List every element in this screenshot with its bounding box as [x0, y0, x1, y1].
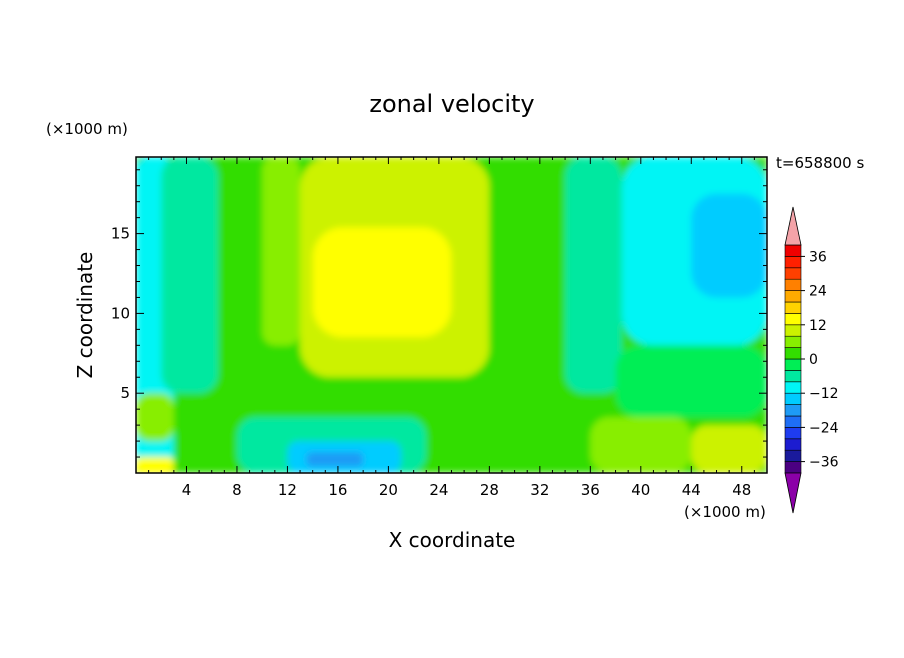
x-tick-label: 32 [530, 481, 549, 499]
colorbar-swatch [784, 267, 802, 280]
field-region [565, 157, 622, 394]
contour-field [136, 157, 767, 473]
x-axis-label: X coordinate [389, 528, 516, 552]
colorbar-swatch [784, 381, 802, 394]
y-axis: 5 10 15 [111, 169, 767, 458]
x-tick-label: 16 [328, 481, 347, 499]
field-region [161, 157, 219, 394]
y-tick-label: 10 [111, 304, 130, 322]
colorbar-swatch [784, 278, 802, 291]
x-tick-label: 48 [732, 481, 751, 499]
colorbar-swatch [784, 347, 802, 360]
field-region [136, 457, 174, 473]
colorbar-tick-label: 36 [809, 249, 827, 265]
field-region [136, 393, 174, 442]
colorbar-swatch [784, 335, 802, 348]
x-tick-label: 8 [232, 481, 242, 499]
colorbar-swatch [784, 461, 802, 474]
colorbar-swatch [784, 392, 802, 405]
colorbar-swatch [784, 256, 802, 269]
x-tick-label: 36 [581, 481, 600, 499]
colorbar-swatch [784, 313, 802, 326]
time-label: t=658800 s [776, 154, 864, 172]
y-unit-label: (×1000 m) [46, 120, 128, 138]
x-tick-label: 44 [682, 481, 701, 499]
colorbar-swatch [784, 290, 802, 303]
x-tick-label: 40 [631, 481, 650, 499]
colorbar-swatch [784, 449, 802, 462]
x-tick-label: 20 [379, 481, 398, 499]
x-axis: 4 8 12 16 20 24 28 32 36 40 44 48 [148, 157, 755, 499]
colorbar-swatch [784, 301, 802, 314]
colorbar-tick-label: −24 [809, 420, 839, 436]
field-region [615, 345, 767, 418]
field-region [306, 452, 364, 467]
colorbar-tick-label: −12 [809, 386, 839, 402]
field-region [489, 157, 566, 394]
y-tick-label: 15 [111, 225, 130, 243]
field-region [312, 227, 452, 338]
x-tick-label: 24 [429, 481, 448, 499]
chart-title: zonal velocity [369, 90, 534, 118]
colorbar-swatch [784, 244, 802, 257]
x-tick-label: 4 [182, 481, 192, 499]
colorbar-swatch [784, 324, 802, 337]
y-tick-label: 5 [120, 384, 130, 402]
colorbar-under-arrow [784, 472, 802, 514]
field-region [236, 157, 269, 378]
colorbar-swatch [784, 370, 802, 383]
x-tick-label: 28 [480, 481, 499, 499]
field-region [262, 157, 301, 346]
field-region [691, 425, 767, 473]
x-tick-label: 12 [278, 481, 297, 499]
colorbar-tick-label: −36 [809, 455, 839, 471]
colorbar-swatch [784, 358, 802, 371]
colorbar-swatch [784, 404, 802, 417]
colorbar: 36 24 12 0 −12 −24 −36 [784, 206, 839, 514]
colorbar-tick-label: 0 [809, 352, 818, 368]
colorbar-over-arrow [784, 206, 802, 246]
colorbar-tick-label: 12 [809, 318, 827, 334]
colorbar-tick-label: 24 [809, 284, 827, 300]
field-region [590, 417, 692, 473]
colorbar-swatch [784, 427, 802, 440]
colorbar-swatch [784, 438, 802, 451]
field-region [691, 193, 767, 298]
y-axis-label: Z coordinate [73, 252, 97, 379]
x-unit-label: (×1000 m) [684, 503, 766, 521]
colorbar-swatch [784, 415, 802, 428]
